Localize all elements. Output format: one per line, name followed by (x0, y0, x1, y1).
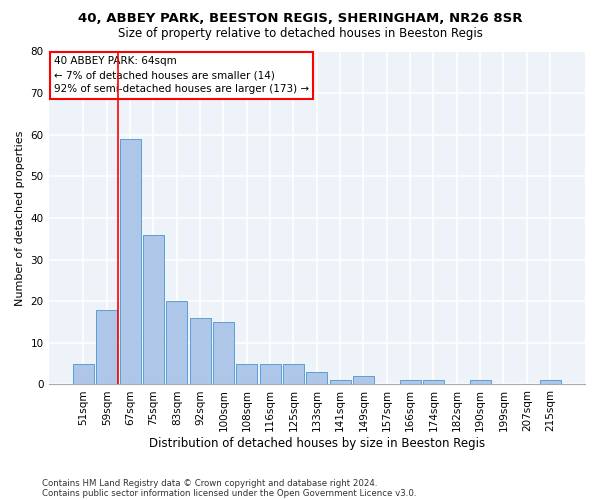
Bar (353, 376, 374, 384)
Bar (236, 364, 257, 384)
Bar (400, 380, 421, 384)
Bar (423, 380, 444, 384)
Text: 40, ABBEY PARK, BEESTON REGIS, SHERINGHAM, NR26 8SR: 40, ABBEY PARK, BEESTON REGIS, SHERINGHA… (78, 12, 522, 26)
Y-axis label: Number of detached properties: Number of detached properties (15, 130, 25, 306)
Bar (306, 372, 327, 384)
Bar (96, 310, 117, 384)
Text: 40 ABBEY PARK: 64sqm
← 7% of detached houses are smaller (14)
92% of semi-detach: 40 ABBEY PARK: 64sqm ← 7% of detached ho… (54, 56, 309, 94)
Bar (119, 139, 140, 384)
Bar (470, 380, 491, 384)
Bar (190, 318, 211, 384)
Text: Contains HM Land Registry data © Crown copyright and database right 2024.: Contains HM Land Registry data © Crown c… (42, 478, 377, 488)
Bar (329, 380, 350, 384)
Bar (166, 301, 187, 384)
Bar (283, 364, 304, 384)
Bar (143, 234, 164, 384)
Bar (539, 380, 560, 384)
Bar (260, 364, 281, 384)
Text: Size of property relative to detached houses in Beeston Regis: Size of property relative to detached ho… (118, 28, 482, 40)
Bar (73, 364, 94, 384)
Text: Contains public sector information licensed under the Open Government Licence v3: Contains public sector information licen… (42, 488, 416, 498)
Bar (213, 322, 234, 384)
X-axis label: Distribution of detached houses by size in Beeston Regis: Distribution of detached houses by size … (149, 437, 485, 450)
